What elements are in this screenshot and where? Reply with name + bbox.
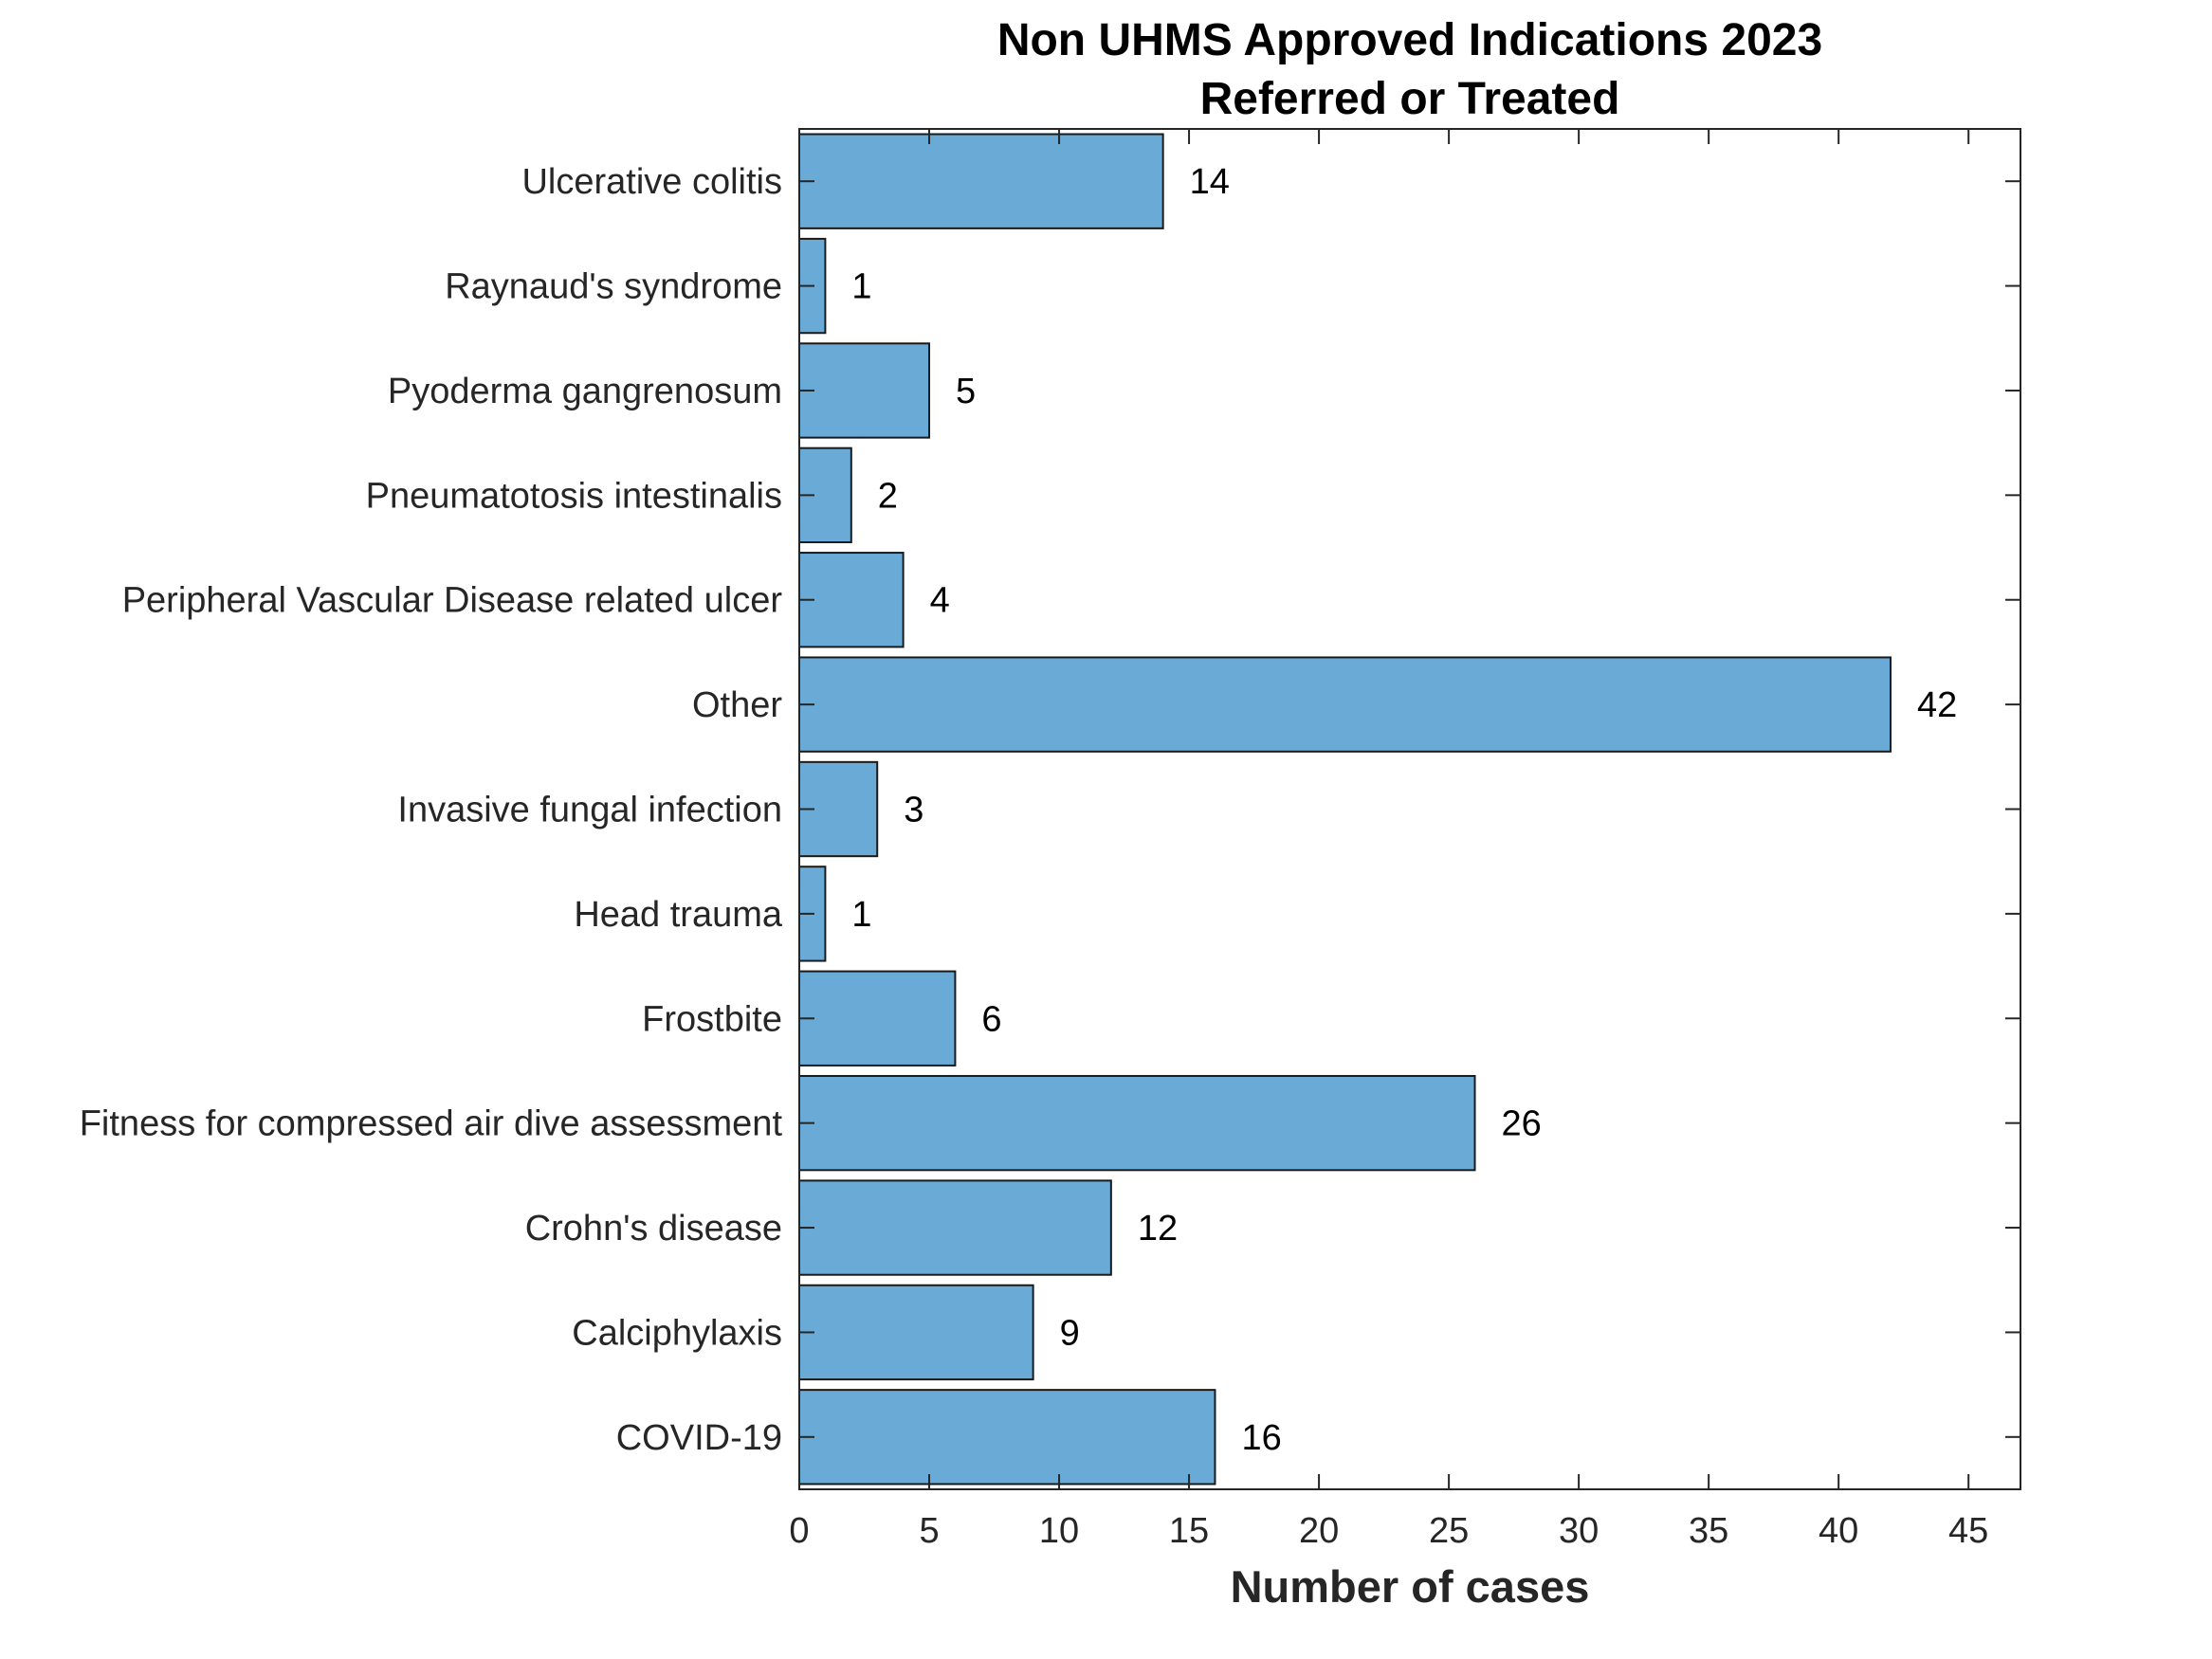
x-tick-label: 30	[1559, 1511, 1599, 1551]
plot-area-frame	[798, 128, 2021, 1490]
category-label: Calciphylaxis	[572, 1313, 782, 1353]
bar-value-label: 14	[1190, 162, 1230, 202]
bar-value-label: 12	[1138, 1209, 1178, 1249]
bar	[798, 342, 931, 439]
bar-value-label: 16	[1241, 1418, 1281, 1458]
bar	[798, 1074, 1476, 1172]
bar	[798, 133, 1164, 229]
bar	[798, 552, 905, 648]
bar	[798, 1179, 1112, 1276]
x-tick-label: 0	[789, 1511, 809, 1551]
x-tick-label: 15	[1169, 1511, 1209, 1551]
bar-value-label: 42	[1917, 685, 1957, 725]
bar	[798, 970, 957, 1066]
x-tick-label: 20	[1299, 1511, 1339, 1551]
category-label: Other	[692, 685, 782, 725]
bar	[798, 1284, 1034, 1381]
bar	[798, 1389, 1216, 1486]
bars-group	[798, 133, 1892, 1486]
category-label: COVID-19	[616, 1418, 782, 1458]
category-label: Pyoderma gangrenosum	[388, 372, 782, 411]
category-label: Ulcerative colitis	[521, 162, 782, 202]
bar-value-label: 9	[1060, 1313, 1080, 1353]
x-axis-title: Number of cases	[1231, 1561, 1590, 1612]
bar-value-label: 6	[981, 999, 1001, 1039]
bar	[798, 656, 1892, 753]
x-axis-ticks-group: 0 5 10 15 20 25 30 35 40 45	[789, 129, 1988, 1551]
x-tick-label: 35	[1689, 1511, 1728, 1551]
bar-value-label: 26	[1502, 1104, 1542, 1144]
chart-title-line-2: Referred or Treated	[1200, 74, 1620, 124]
bar-value-label: 5	[956, 372, 976, 411]
x-tick-label: 10	[1039, 1511, 1079, 1551]
bar-value-label: 3	[904, 791, 923, 830]
x-tick-label: 5	[919, 1511, 939, 1551]
chart-title: Non UHMS Approved Indications 2023 Refer…	[997, 15, 1822, 124]
bar-value-label: 2	[878, 476, 898, 516]
category-label: Head trauma	[574, 895, 783, 935]
bar-value-label: 1	[851, 267, 871, 307]
y-axis-ticks-group	[799, 180, 2020, 1438]
chart-title-line-1: Non UHMS Approved Indications 2023	[997, 15, 1822, 65]
bar-value-label: 1	[851, 895, 871, 935]
category-label: Invasive fungal infection	[397, 791, 782, 830]
x-tick-label: 25	[1429, 1511, 1469, 1551]
category-label: Frostbite	[642, 999, 782, 1039]
x-tick-label: 45	[1948, 1511, 1988, 1551]
x-tick-label: 40	[1819, 1511, 1858, 1551]
bar-value-label: 4	[930, 581, 950, 621]
category-label: Fitness for compressed air dive assessme…	[80, 1104, 783, 1144]
category-labels-group: Ulcerative colitis Raynaud's syndrome Pyod…	[80, 162, 783, 1458]
category-label: Crohn's disease	[525, 1209, 782, 1249]
category-label: Pneumatotosis intestinalis	[366, 476, 782, 516]
category-label: Peripheral Vascular Disease related ulce…	[122, 581, 783, 621]
category-label: Raynaud's syndrome	[445, 267, 782, 307]
